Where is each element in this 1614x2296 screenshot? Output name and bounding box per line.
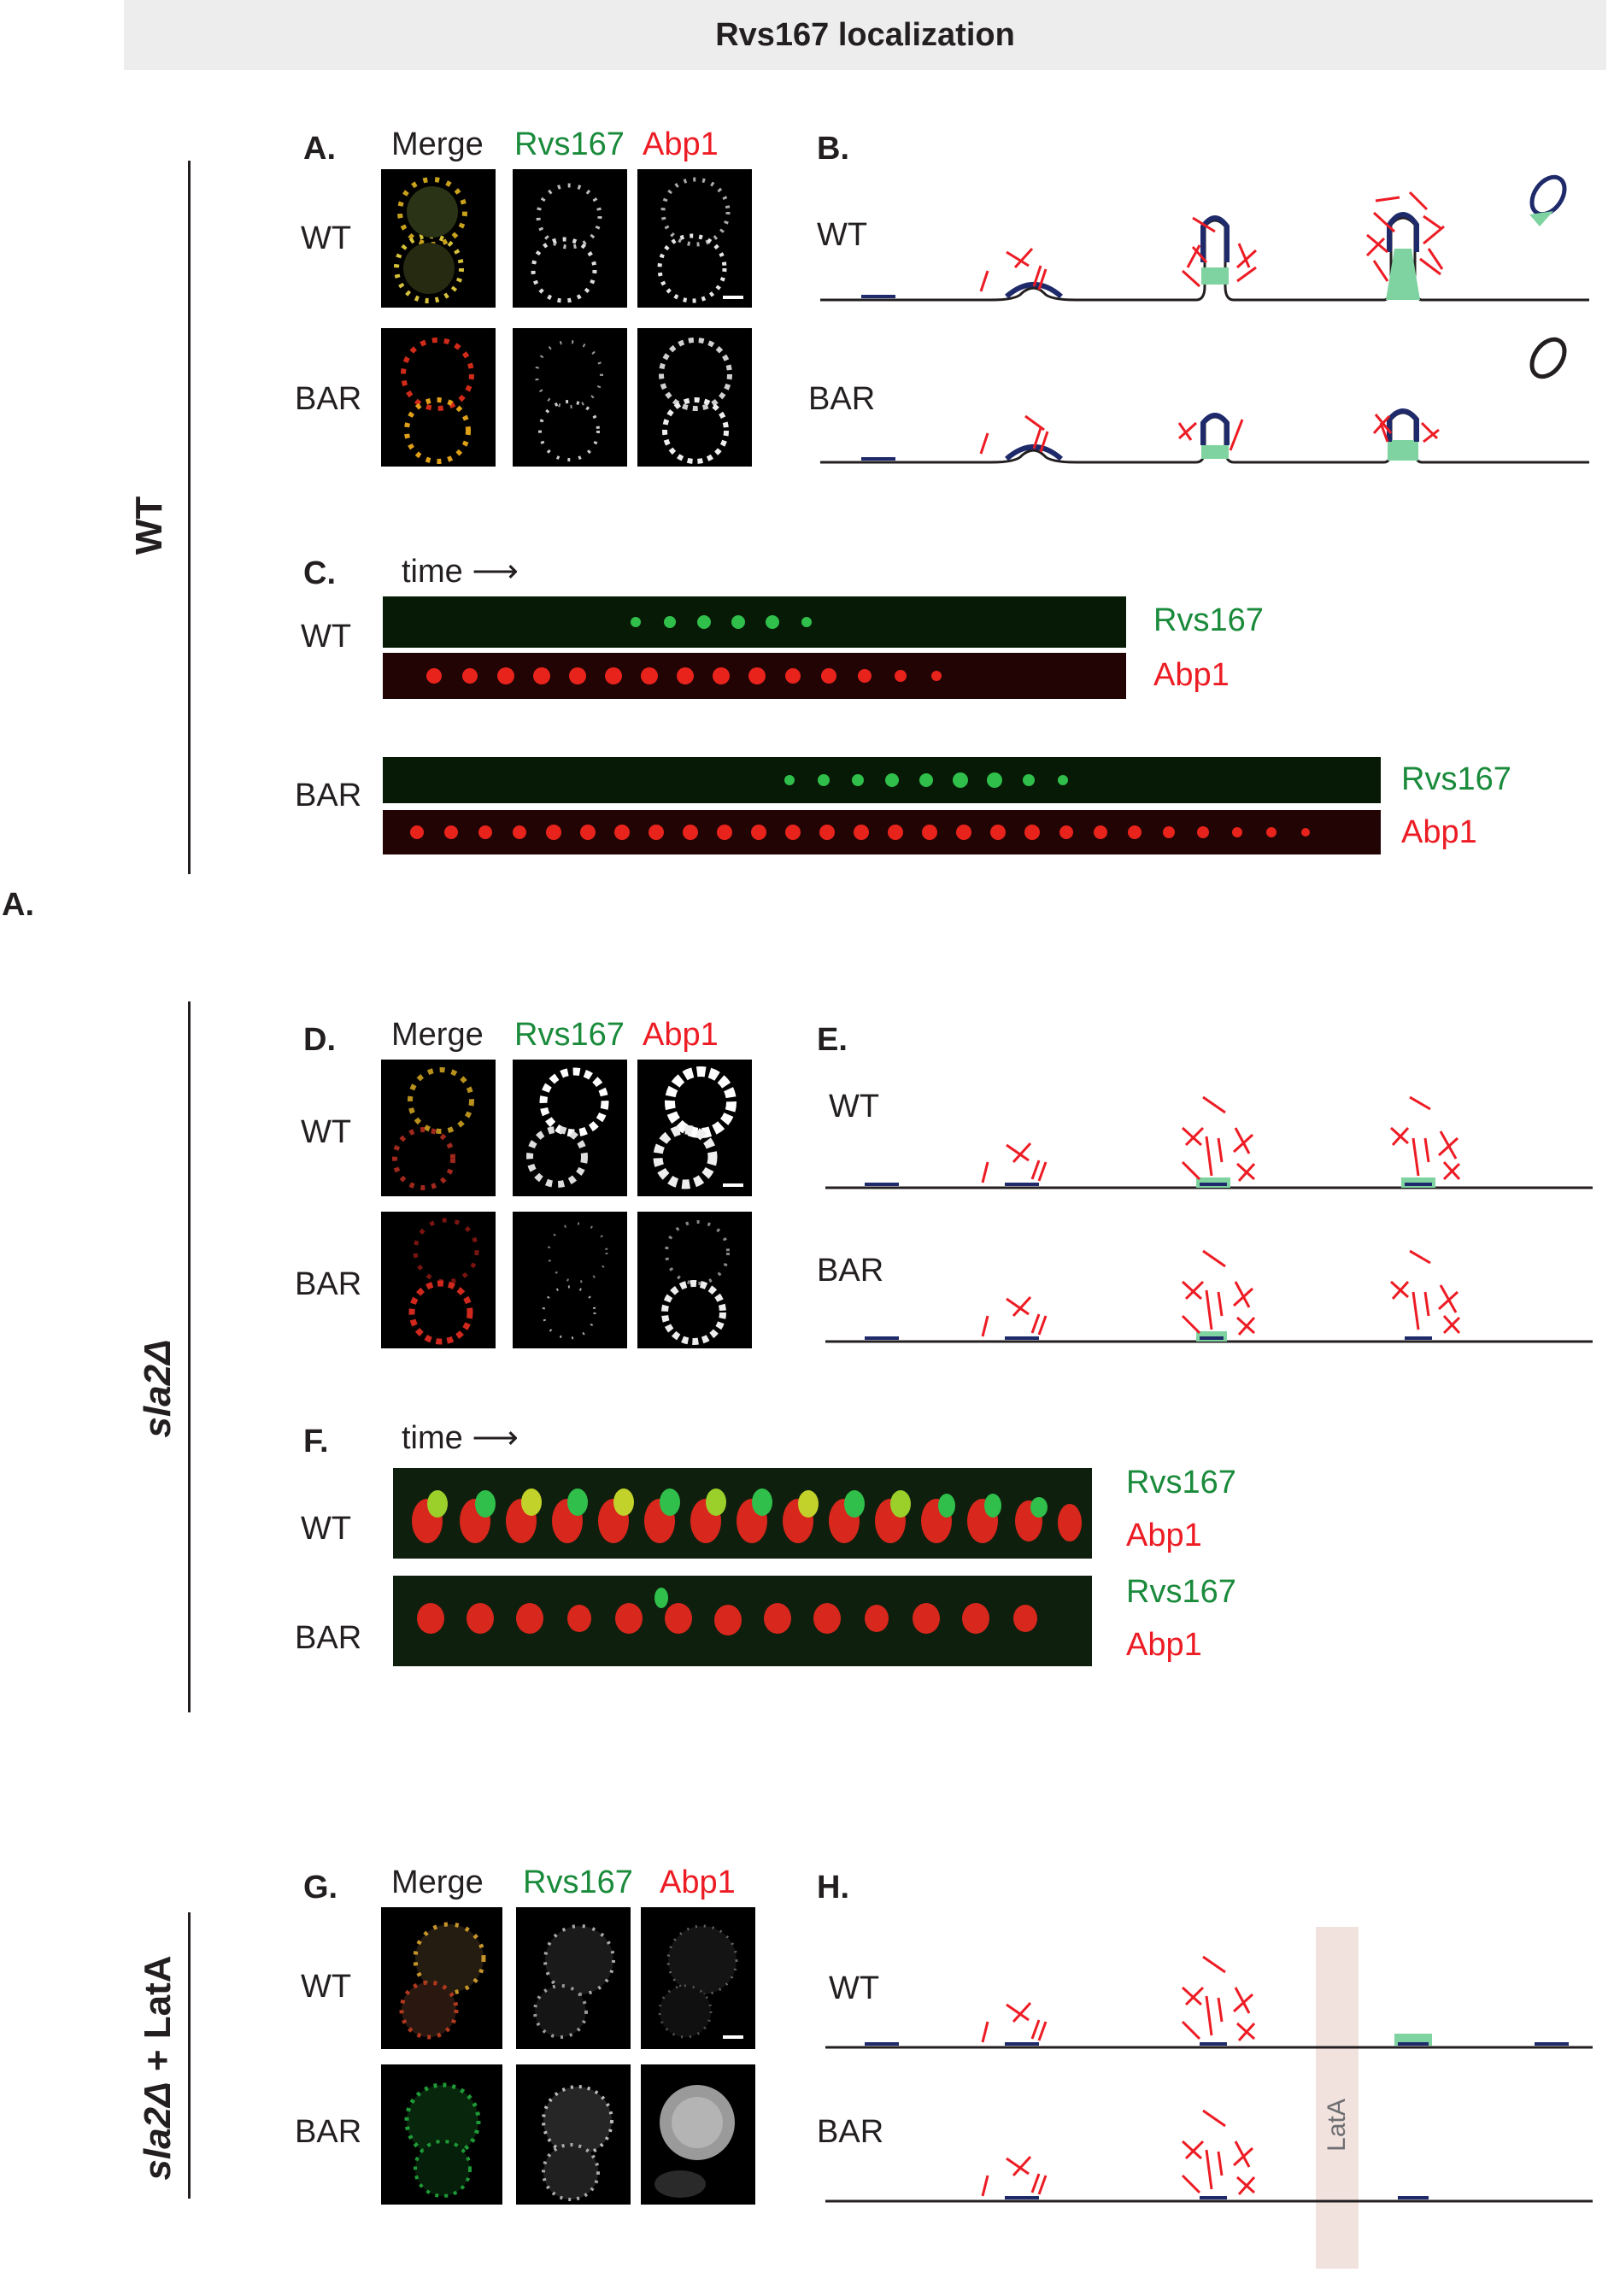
legend-c-bar-rvs167: Rvs167	[1401, 761, 1511, 797]
panel-label-h: H.	[817, 1870, 849, 1906]
time-arrow-f: ⟶	[472, 1420, 519, 1456]
strain-wt-f: WT	[301, 1511, 352, 1547]
schematic-e	[825, 1095, 1593, 1343]
legend-c-wt-rvs167: Rvs167	[1153, 602, 1264, 638]
sla2-lata-label-a: sla2Δ	[137, 2082, 179, 2181]
strain-wt-h: WT	[829, 1970, 880, 2006]
sla2-lata-label-b: + LatA	[137, 1955, 179, 2082]
legend-f-bar-abp1: Abp1	[1126, 1627, 1202, 1663]
panel-label-g: G.	[303, 1870, 338, 1906]
legend-c-wt-abp1: Abp1	[1153, 657, 1230, 693]
title-bar: Rvs167 localization	[124, 0, 1606, 70]
channel-rvs167-g: Rvs167	[523, 1864, 633, 1900]
kymograph-c-bar-abp1	[383, 810, 1381, 854]
strain-bar-d: BAR	[295, 1266, 362, 1302]
legend-f-wt-abp1: Abp1	[1126, 1518, 1202, 1553]
section-line-wt	[188, 161, 191, 874]
legend-c-bar-abp1: Abp1	[1401, 814, 1477, 850]
kymograph-c-wt-rvs167	[383, 596, 1126, 648]
panel-label-b: B.	[817, 131, 849, 167]
panel-label-a: A.	[303, 131, 336, 167]
time-text-f: time	[402, 1420, 463, 1456]
kymograph-c-bar-rvs167	[383, 757, 1381, 803]
time-label-f: time ⟶	[402, 1422, 519, 1454]
section-line-sla2-lata	[188, 1912, 191, 2199]
kymograph-f-bar	[393, 1576, 1092, 1666]
schematic-b	[820, 174, 1589, 464]
channel-abp1-g: Abp1	[660, 1864, 736, 1900]
channel-rvs167: Rvs167	[514, 126, 625, 162]
channel-merge-d: Merge	[391, 1017, 484, 1053]
legend-f-wt-rvs167: Rvs167	[1126, 1465, 1236, 1500]
strain-wt-b: WT	[817, 217, 868, 253]
time-text-c: time	[402, 554, 463, 590]
strain-bar-c: BAR	[295, 778, 362, 813]
lata-band	[1316, 1927, 1359, 2269]
strain-wt-d: WT	[301, 1114, 352, 1150]
schematic-h	[825, 1955, 1593, 2203]
stray-panel-label: A.	[2, 887, 34, 923]
channel-merge-g: Merge	[391, 1864, 484, 1900]
strain-bar-h: BAR	[817, 2114, 884, 2150]
channel-rvs167-d: Rvs167	[514, 1017, 625, 1053]
strain-bar-e: BAR	[817, 1253, 884, 1289]
time-label-c: time ⟶	[402, 555, 519, 588]
legend-f-bar-rvs167: Rvs167	[1126, 1574, 1236, 1610]
sla2-label-text: sla2Δ	[137, 1339, 179, 1438]
channel-merge: Merge	[391, 126, 484, 162]
strain-bar-a: BAR	[295, 381, 362, 417]
panel-label-e: E.	[817, 1022, 848, 1058]
channel-abp1-d: Abp1	[643, 1017, 719, 1053]
channel-abp1: Abp1	[643, 126, 719, 162]
strain-wt-e: WT	[829, 1089, 880, 1125]
strain-bar-g: BAR	[295, 2114, 362, 2150]
strain-wt-c: WT	[301, 619, 352, 655]
section-label-wt: WT	[128, 496, 170, 555]
micrographs-g	[381, 1907, 755, 2205]
page-title: Rvs167 localization	[715, 17, 1015, 53]
panel-label-c: C.	[303, 555, 336, 591]
panel-label-f: F.	[303, 1424, 329, 1459]
strain-bar-f: BAR	[295, 1620, 362, 1656]
section-line-sla2	[188, 1001, 191, 1712]
section-label-sla2-lata: sla2Δ + LatA	[137, 1935, 179, 2200]
panel-label-d: D.	[303, 1022, 336, 1058]
micrographs-d	[381, 1060, 752, 1348]
micrographs-a	[381, 169, 752, 467]
strain-wt-g: WT	[301, 1969, 352, 2005]
strain-wt-a: WT	[301, 220, 352, 256]
section-label-sla2: sla2Δ	[137, 1324, 179, 1453]
kymograph-f-wt	[393, 1468, 1092, 1559]
kymograph-c-wt-abp1	[383, 653, 1126, 699]
time-arrow-c: ⟶	[472, 554, 519, 590]
strain-bar-b: BAR	[808, 381, 876, 417]
